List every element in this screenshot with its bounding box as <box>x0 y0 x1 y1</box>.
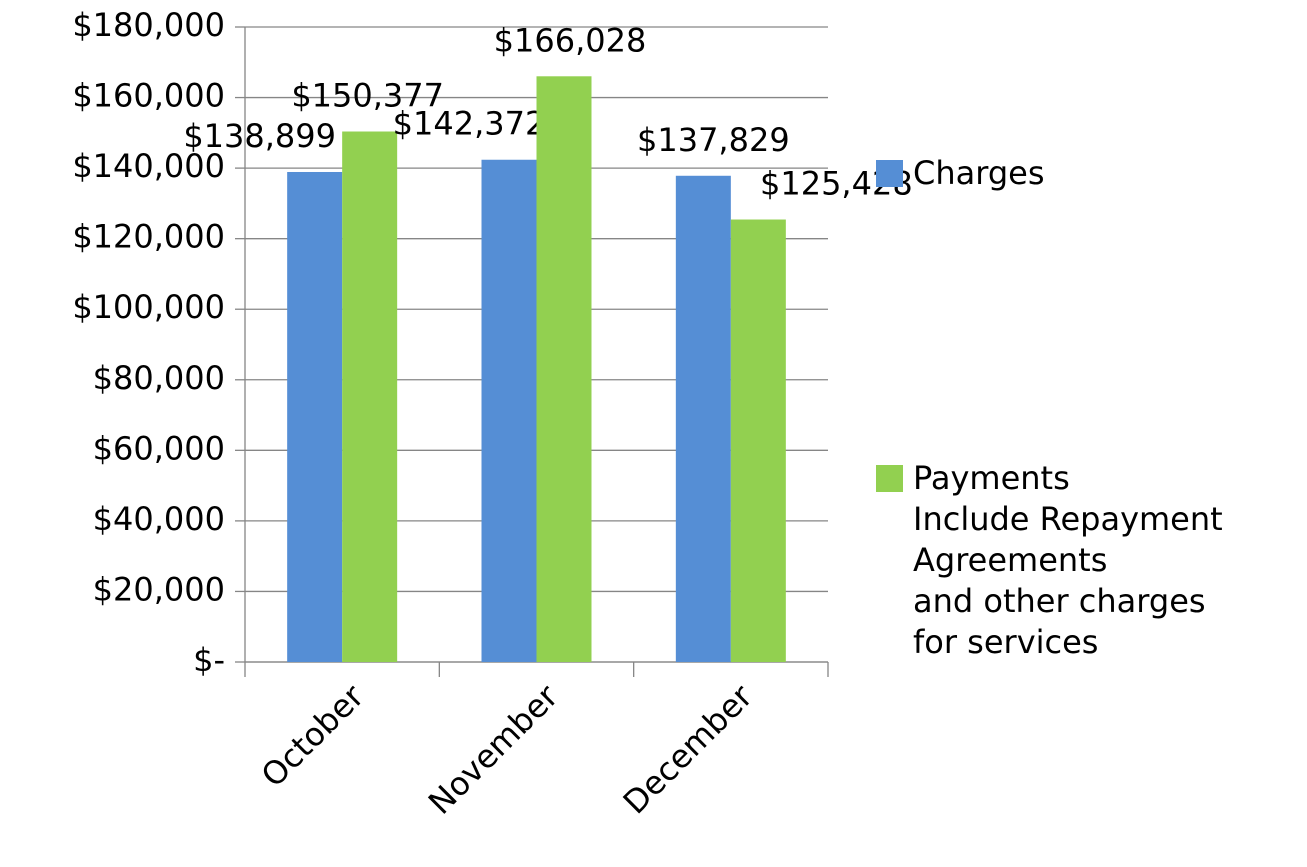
y-tick-label: $180,000 <box>72 6 225 44</box>
x-tick-label: October <box>254 677 372 795</box>
data-label: $137,829 <box>637 121 790 159</box>
y-tick-label: $80,000 <box>93 359 225 397</box>
legend-swatch <box>876 465 903 492</box>
legend-swatch <box>876 160 903 187</box>
data-label: $142,372 <box>393 105 546 143</box>
x-tick-label: November <box>421 677 566 822</box>
data-label: $150,377 <box>291 77 444 115</box>
legend-label: Payments Include Repayment Agreements an… <box>913 459 1223 661</box>
bar <box>342 131 398 662</box>
bar <box>730 219 786 662</box>
y-tick-label: $- <box>193 641 225 679</box>
y-tick-label: $40,000 <box>93 500 225 538</box>
data-label: $166,028 <box>494 21 647 59</box>
bar <box>287 171 343 663</box>
x-tick-label: December <box>616 677 761 822</box>
y-tick-label: $160,000 <box>72 77 225 115</box>
y-tick-label: $120,000 <box>72 218 225 256</box>
y-tick-label: $100,000 <box>72 288 225 326</box>
legend-label: Charges <box>913 154 1045 192</box>
legend-item: Payments Include Repayment Agreements an… <box>876 458 1223 663</box>
bar <box>536 76 592 663</box>
bar <box>675 175 731 663</box>
bar <box>481 159 537 662</box>
legend-item: Charges <box>876 153 1045 194</box>
y-tick-label: $60,000 <box>93 429 225 467</box>
y-tick-label: $20,000 <box>93 570 225 608</box>
data-label: $138,899 <box>183 117 336 155</box>
y-tick-label: $140,000 <box>72 147 225 185</box>
